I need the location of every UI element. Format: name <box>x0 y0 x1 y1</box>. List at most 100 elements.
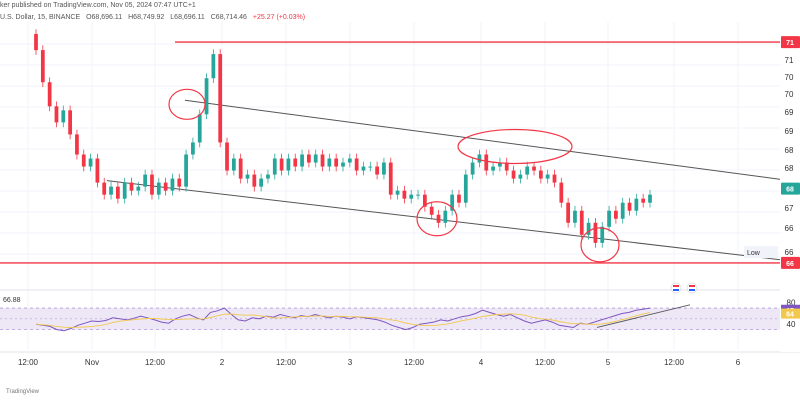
candle-body <box>307 154 311 163</box>
candle-body <box>634 198 639 211</box>
price-tick-label: 68 <box>785 146 794 155</box>
rsi-line <box>35 307 651 332</box>
candle-body <box>545 174 550 179</box>
horizontal-levels <box>0 41 780 264</box>
candle-body <box>382 162 386 175</box>
channel-lower <box>106 180 791 262</box>
candle-body <box>272 158 277 175</box>
candle-body <box>88 158 93 167</box>
rsi-tick-label: 80 <box>787 299 796 308</box>
price-tick-label: 69 <box>785 127 794 136</box>
candle-body <box>238 158 243 179</box>
ohlc-high: H68,749.92 <box>128 14 165 21</box>
candle-body <box>225 142 229 171</box>
time-tick-label: 3 <box>348 358 353 367</box>
us-flag-stripe <box>689 289 695 291</box>
candle-body <box>504 162 509 171</box>
candle-body <box>122 182 127 199</box>
time-tick-label: 4 <box>479 358 484 367</box>
candle-body <box>334 158 339 167</box>
candles <box>34 29 652 248</box>
candle-body <box>368 166 373 168</box>
rsi-tag: 64 <box>786 312 794 319</box>
candle-body <box>54 106 59 123</box>
current-price-tag-bg <box>781 182 800 195</box>
candle-body <box>40 50 45 83</box>
candle-body <box>429 206 434 215</box>
candle-body <box>102 182 107 195</box>
candle-body <box>143 174 148 187</box>
candle-body <box>279 158 284 171</box>
annotations <box>168 88 698 294</box>
candle-body <box>532 166 536 171</box>
rsi-ma-line <box>35 311 651 328</box>
ohlc-low: L68,696.11 <box>170 14 205 21</box>
ohlc-close: C68,714.46 <box>210 14 247 21</box>
candle-body <box>286 158 291 171</box>
tradingview-credit: TradingView <box>6 389 40 395</box>
us-flag-icon <box>670 282 682 294</box>
candle-body <box>81 154 86 167</box>
candle-body <box>395 190 400 195</box>
candle-body <box>34 34 38 51</box>
channel-upper <box>184 99 791 182</box>
symbol-line: U.S. Dollar, 15, BINANCE O68,696.11 H68,… <box>0 14 309 28</box>
time-tick-label: 2 <box>220 358 225 367</box>
time-tick-label: Nov <box>85 358 99 367</box>
candle-body <box>293 158 298 167</box>
time-tick-label: 12:00 <box>404 358 425 367</box>
candle-body <box>566 202 571 223</box>
candle-body <box>170 178 175 191</box>
candle-body <box>115 186 120 199</box>
price-axis: 717170706969686867676671681Low6666806040… <box>744 0 800 352</box>
candle-body <box>47 82 52 107</box>
candle-body <box>627 202 632 211</box>
current-price-sub: 1 <box>788 197 792 204</box>
candle-body <box>477 154 482 163</box>
candle-body <box>129 182 134 191</box>
candle-body <box>347 158 352 163</box>
candle-body <box>136 186 141 191</box>
candle-body <box>231 158 236 171</box>
annotation-circle-top <box>168 88 206 120</box>
candle-body <box>491 166 495 171</box>
candle-body <box>266 174 270 179</box>
chart-header: ker published on TradingView.com, Nov 05… <box>0 2 200 16</box>
candle-body <box>600 226 605 243</box>
price-tick-label: 69 <box>785 108 794 117</box>
candle-body <box>607 210 611 227</box>
rsi-pane: 66.88 <box>3 297 691 332</box>
candle-body <box>68 110 72 135</box>
candle-body <box>300 154 304 167</box>
candle-body <box>211 54 216 79</box>
ohlc-open: O68,696.11 <box>86 14 123 21</box>
candle-body <box>354 158 359 171</box>
time-tick-label: 12:00 <box>145 358 166 367</box>
us-flag-stripe <box>673 285 679 287</box>
candle-body <box>156 182 161 195</box>
candle-body <box>177 178 182 187</box>
time-tick-label: 5 <box>606 358 611 367</box>
candle-body <box>579 210 584 235</box>
rsi-tag-bg <box>781 308 800 319</box>
price-tick-label: 70 <box>785 90 794 99</box>
price-tick-label: 70 <box>785 73 794 82</box>
grid <box>0 22 800 353</box>
candle-body <box>538 170 543 179</box>
price-tick-label: 71 <box>785 56 794 65</box>
price-tick-label: 68 <box>785 164 794 173</box>
publish-info: ker published on TradingView.com, Nov 05… <box>0 2 196 9</box>
candle-body <box>614 210 618 219</box>
candle-body <box>586 222 591 235</box>
rsi-tick-label: 40 <box>787 320 796 329</box>
candle-body <box>341 162 345 167</box>
us-flag-stripe <box>673 289 679 291</box>
candle-body <box>511 170 516 179</box>
candle-body <box>320 154 325 167</box>
annotation-circle-low-2 <box>580 227 620 263</box>
resistance-tag: 71 <box>786 40 794 47</box>
candle-body <box>375 166 379 175</box>
candle-body <box>197 114 202 143</box>
candle-body <box>327 158 332 167</box>
